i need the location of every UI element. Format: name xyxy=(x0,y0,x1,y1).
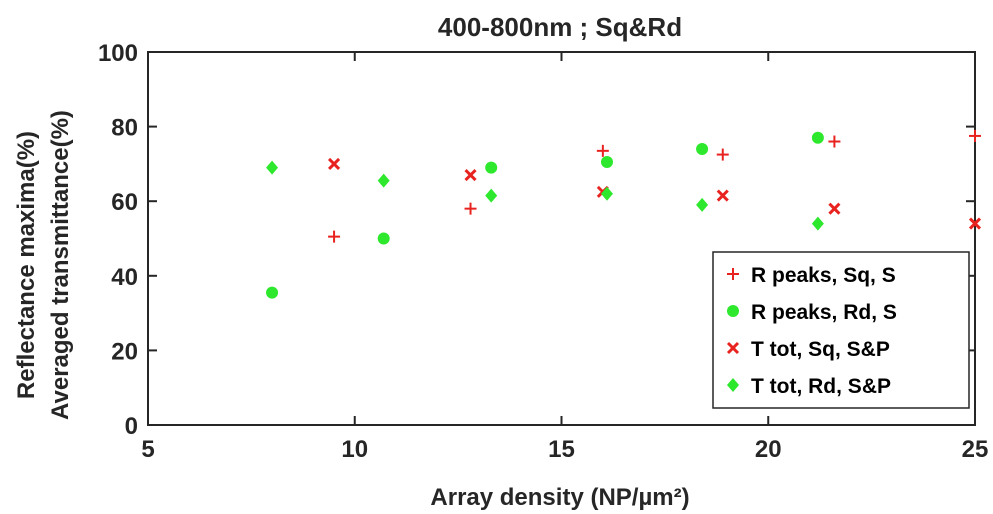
y-tick-label: 80 xyxy=(111,115,138,142)
data-point xyxy=(485,188,498,203)
data-point xyxy=(266,160,279,175)
data-point xyxy=(328,230,341,243)
legend-marker xyxy=(727,268,739,280)
data-point xyxy=(377,173,390,188)
legend-marker xyxy=(726,341,740,355)
data-point xyxy=(828,135,841,148)
x-axis-label: Array density (NP/µm²) xyxy=(430,484,689,511)
data-point xyxy=(696,197,709,212)
data-point xyxy=(716,148,729,161)
legend-entry-label: T tot, Sq, S&P xyxy=(751,338,890,361)
legend-entry-label: R peaks, Rd, S xyxy=(751,301,897,324)
y-tick-label: 60 xyxy=(111,189,138,216)
data-point xyxy=(600,156,613,169)
y-axis-label-line2: Averaged transmittance(%) xyxy=(47,110,74,420)
legend: R peaks, Sq, S R peaks, Rd, S T tot, Sq, S… xyxy=(712,251,970,409)
y-tick-label: 100 xyxy=(98,40,138,67)
data-point xyxy=(485,161,498,174)
legend-box xyxy=(712,251,970,409)
data-point xyxy=(716,189,729,202)
legend-marker xyxy=(727,305,739,317)
data-point xyxy=(968,217,982,230)
chart-title: 400-800nm ; Sq&Rd xyxy=(438,12,682,42)
x-tick-label: 5 xyxy=(141,436,154,463)
data-point xyxy=(969,129,981,142)
data-point xyxy=(600,186,613,201)
y-tick-label: 40 xyxy=(111,264,138,291)
y-axis-label-line1: Reflectance maxima(%) xyxy=(13,131,40,399)
y-tick-label: 20 xyxy=(111,338,138,365)
x-tick-label: 15 xyxy=(548,436,575,463)
data-point xyxy=(377,232,390,245)
legend-entry-label: T tot, Rd, S&P xyxy=(751,375,891,398)
data-point xyxy=(464,169,477,182)
data-point xyxy=(596,144,609,157)
data-point xyxy=(811,216,824,231)
data-point xyxy=(464,202,477,215)
data-point xyxy=(266,286,279,299)
data-point xyxy=(328,157,341,170)
x-tick-label: 10 xyxy=(341,436,368,463)
legend-entry-label: R peaks, Sq, S xyxy=(751,264,896,287)
x-tick-label: 20 xyxy=(755,436,782,463)
x-tick-label: 25 xyxy=(962,436,989,463)
data-point xyxy=(811,131,824,144)
legend-marker xyxy=(727,378,739,392)
data-point xyxy=(828,202,841,215)
data-point xyxy=(696,142,709,155)
y-tick-label: 0 xyxy=(125,413,138,440)
